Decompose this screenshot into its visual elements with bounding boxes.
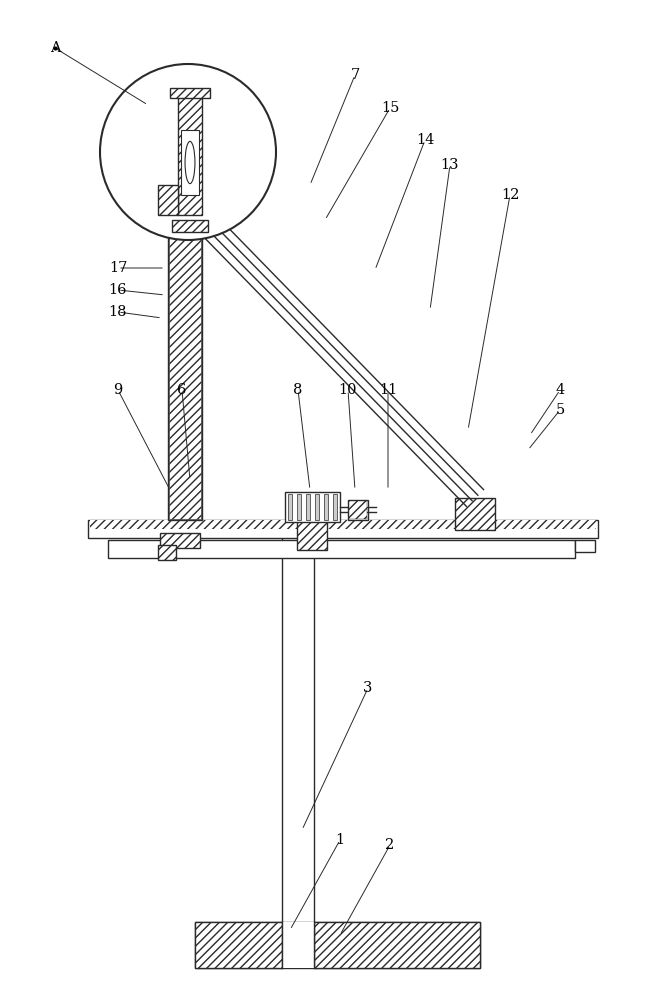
Bar: [297, 520, 327, 550]
Text: 13: 13: [441, 158, 459, 172]
Text: 4: 4: [556, 383, 565, 397]
Bar: [170, 88, 210, 98]
Bar: [282, 922, 314, 968]
Text: 11: 11: [379, 383, 397, 397]
Bar: [297, 494, 302, 520]
Text: 8: 8: [293, 383, 303, 397]
Text: 2: 2: [385, 838, 394, 852]
Text: 7: 7: [350, 68, 359, 82]
Bar: [285, 492, 340, 522]
Bar: [348, 500, 368, 520]
Bar: [575, 540, 595, 552]
Text: 17: 17: [109, 261, 127, 275]
Bar: [315, 494, 319, 520]
Text: 18: 18: [109, 305, 127, 319]
Text: 1: 1: [335, 833, 345, 847]
Bar: [324, 494, 328, 520]
Circle shape: [100, 64, 276, 240]
Text: 6: 6: [177, 383, 187, 397]
Bar: [195, 922, 282, 968]
Bar: [349, 501, 367, 519]
Bar: [158, 545, 176, 560]
Bar: [181, 130, 199, 195]
Text: 15: 15: [381, 101, 399, 115]
Bar: [455, 498, 495, 530]
Bar: [158, 185, 178, 215]
Text: 12: 12: [501, 188, 519, 202]
Bar: [172, 220, 208, 232]
Bar: [90, 520, 596, 529]
Text: 10: 10: [339, 383, 357, 397]
Bar: [333, 494, 337, 520]
Text: 3: 3: [363, 681, 373, 695]
Bar: [306, 494, 310, 520]
Bar: [178, 95, 202, 215]
Ellipse shape: [185, 141, 195, 184]
Text: A: A: [50, 41, 60, 55]
Text: 14: 14: [416, 133, 434, 147]
Bar: [108, 540, 575, 558]
Text: 16: 16: [109, 283, 127, 297]
Bar: [169, 219, 201, 519]
Bar: [288, 494, 292, 520]
Bar: [88, 520, 598, 538]
Bar: [195, 922, 480, 968]
Bar: [160, 533, 200, 548]
Bar: [168, 218, 202, 520]
Bar: [314, 922, 480, 968]
Text: 9: 9: [113, 383, 123, 397]
Text: 5: 5: [556, 403, 565, 417]
